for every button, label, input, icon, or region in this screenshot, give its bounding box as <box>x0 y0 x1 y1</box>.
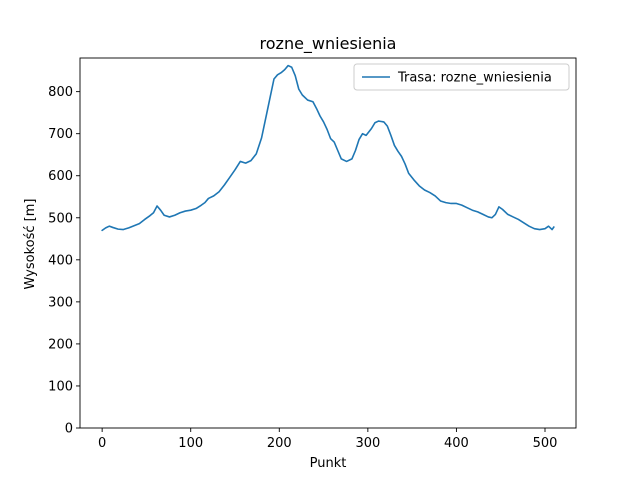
legend-label: Trasa: rozne_wniesienia <box>397 71 552 86</box>
x-tick-label: 300 <box>355 436 380 451</box>
y-tick-label: 200 <box>48 337 73 352</box>
y-tick-label: 500 <box>48 211 73 226</box>
x-tick-label: 200 <box>267 436 292 451</box>
x-tick-label: 500 <box>533 436 558 451</box>
x-axis-label: Punkt <box>310 456 347 471</box>
y-tick-label: 100 <box>48 379 73 394</box>
x-tick-label: 100 <box>178 436 203 451</box>
x-tick-label: 0 <box>98 436 106 451</box>
axes: 0 100 200 300 400 500 0 100 200 300 400 500 600 700 80… <box>48 57 577 451</box>
series-line-0 <box>101 64 555 232</box>
y-tick-label: 400 <box>48 253 73 268</box>
y-tick-label: 0 <box>65 422 73 437</box>
chart-title: rozne_wniesienia <box>260 34 397 54</box>
y-tick-label: 700 <box>48 127 73 142</box>
x-tick-label: 400 <box>444 436 469 451</box>
y-tick-label: 300 <box>48 295 73 310</box>
legend: Trasa: rozne_wniesienia <box>353 63 570 91</box>
legend-box <box>353 63 570 91</box>
y-tick-label: 800 <box>48 85 73 100</box>
plot-area <box>101 64 555 232</box>
y-axis-label: Wysokość [m] <box>23 199 38 290</box>
y-tick-label: 600 <box>48 169 73 184</box>
axes-frame <box>79 57 577 429</box>
